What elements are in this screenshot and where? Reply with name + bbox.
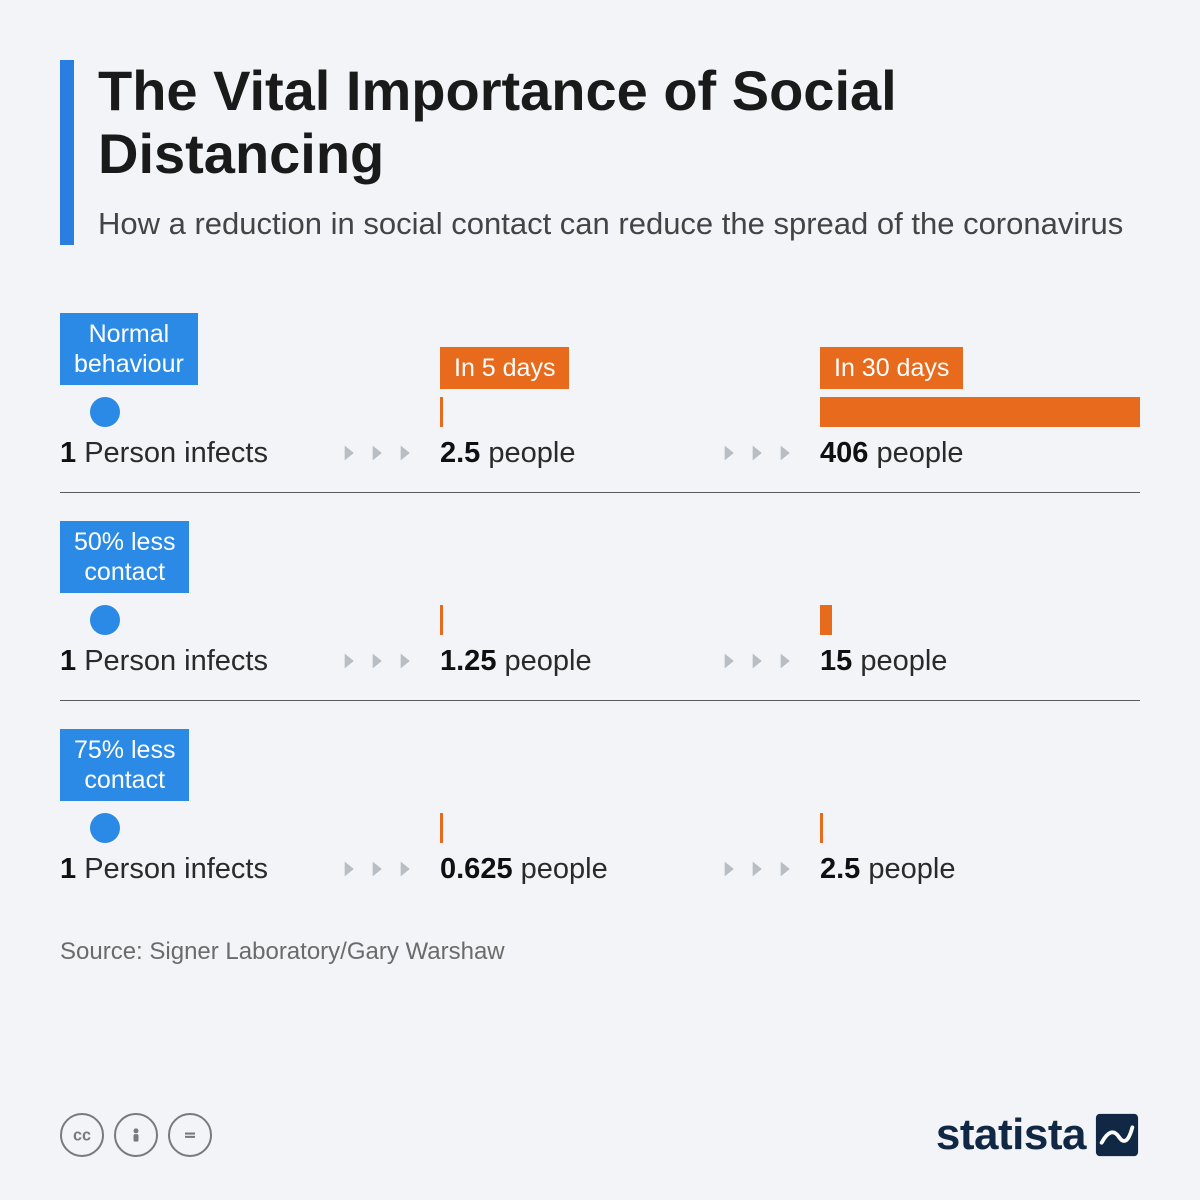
day30-bar-holder <box>820 397 1140 427</box>
day30-bar-holder <box>820 813 1140 843</box>
source-text: Source: Signer Laboratory/Gary Warshaw <box>60 938 1140 966</box>
page-subtitle: How a reduction in social contact can re… <box>98 203 1140 245</box>
scenario-row: 75% less contact 1 Person infects 0.625 … <box>60 701 1140 908</box>
day5-label: 0.625 people <box>440 853 608 886</box>
day30-label: 406 people <box>820 437 964 470</box>
arrow-icon <box>397 858 419 880</box>
brand-logo: statista <box>936 1110 1140 1160</box>
day5-bar-holder <box>440 605 700 635</box>
day5-label: 1.25 people <box>440 645 592 678</box>
cc-by-icon <box>114 1113 158 1157</box>
person-dot-icon <box>90 605 120 635</box>
day30-cell: 15 people <box>820 605 1140 678</box>
arrow-icon <box>369 650 391 672</box>
cc-nd-icon <box>168 1113 212 1157</box>
day30-bar <box>820 605 832 635</box>
arrow-icon <box>777 442 799 464</box>
start-label: 1 Person infects <box>60 645 268 678</box>
day5-bar <box>440 605 443 635</box>
scenario-cell: 75% less contact 1 Person infects <box>60 729 320 886</box>
arrow-icon <box>397 650 419 672</box>
arrow-icon <box>721 442 743 464</box>
day30-tag: In 30 days <box>820 347 963 389</box>
scenario-tag: 75% less contact <box>60 729 189 801</box>
start-label: 1 Person infects <box>60 437 268 470</box>
arrow-icon <box>397 442 419 464</box>
arrow-icon <box>749 650 771 672</box>
arrow-icon-group <box>320 442 440 470</box>
arrow-icon <box>369 858 391 880</box>
cc-icon: cc <box>60 1113 104 1157</box>
arrow-icon <box>369 442 391 464</box>
arrow-icon <box>341 442 363 464</box>
arrow-icon <box>721 858 743 880</box>
arrow-icon <box>749 442 771 464</box>
arrow-icon <box>777 650 799 672</box>
day30-cell: In 30 days 406 people <box>820 347 1140 470</box>
svg-text:cc: cc <box>73 1126 91 1144</box>
infographic-rows: Normal behaviour 1 Person infects In 5 d… <box>60 285 1140 908</box>
scenario-row: Normal behaviour 1 Person infects In 5 d… <box>60 285 1140 493</box>
person-dot-icon <box>90 397 120 427</box>
day5-cell: In 5 days 2.5 people <box>440 347 700 470</box>
day5-bar <box>440 397 443 427</box>
day5-tag: In 5 days <box>440 347 569 389</box>
day30-cell: 2.5 people <box>820 813 1140 886</box>
day5-bar-holder <box>440 397 700 427</box>
scenario-tag: Normal behaviour <box>60 313 198 385</box>
arrow-icon-group <box>320 858 440 886</box>
day5-cell: 0.625 people <box>440 813 700 886</box>
footer: cc statista <box>60 1110 1140 1160</box>
day30-label: 15 people <box>820 645 947 678</box>
arrow-icon <box>721 650 743 672</box>
arrow-icon-group <box>320 650 440 678</box>
scenario-cell: Normal behaviour 1 Person infects <box>60 313 320 470</box>
header-text: The Vital Importance of Social Distancin… <box>98 60 1140 245</box>
day5-label: 2.5 people <box>440 437 575 470</box>
scenario-cell: 50% less contact 1 Person infects <box>60 521 320 678</box>
arrow-icon-group <box>700 442 820 470</box>
arrow-icon-group <box>700 650 820 678</box>
day5-bar <box>440 813 443 843</box>
brand-text: statista <box>936 1110 1086 1160</box>
day30-label: 2.5 people <box>820 853 955 886</box>
person-dot-icon <box>90 813 120 843</box>
day30-bar <box>820 813 823 843</box>
brand-wave-icon <box>1094 1112 1140 1158</box>
arrow-icon <box>749 858 771 880</box>
scenario-row: 50% less contact 1 Person infects 1.25 p… <box>60 493 1140 701</box>
page-title: The Vital Importance of Social Distancin… <box>98 60 1140 185</box>
day30-bar <box>820 397 1140 427</box>
cc-license-icons: cc <box>60 1113 212 1157</box>
arrow-icon <box>341 650 363 672</box>
accent-bar <box>60 60 74 245</box>
day30-bar-holder <box>820 605 1140 635</box>
start-label: 1 Person infects <box>60 853 268 886</box>
header: The Vital Importance of Social Distancin… <box>60 60 1140 245</box>
day5-cell: 1.25 people <box>440 605 700 678</box>
arrow-icon-group <box>700 858 820 886</box>
day5-bar-holder <box>440 813 700 843</box>
arrow-icon <box>341 858 363 880</box>
arrow-icon <box>777 858 799 880</box>
scenario-tag: 50% less contact <box>60 521 189 593</box>
